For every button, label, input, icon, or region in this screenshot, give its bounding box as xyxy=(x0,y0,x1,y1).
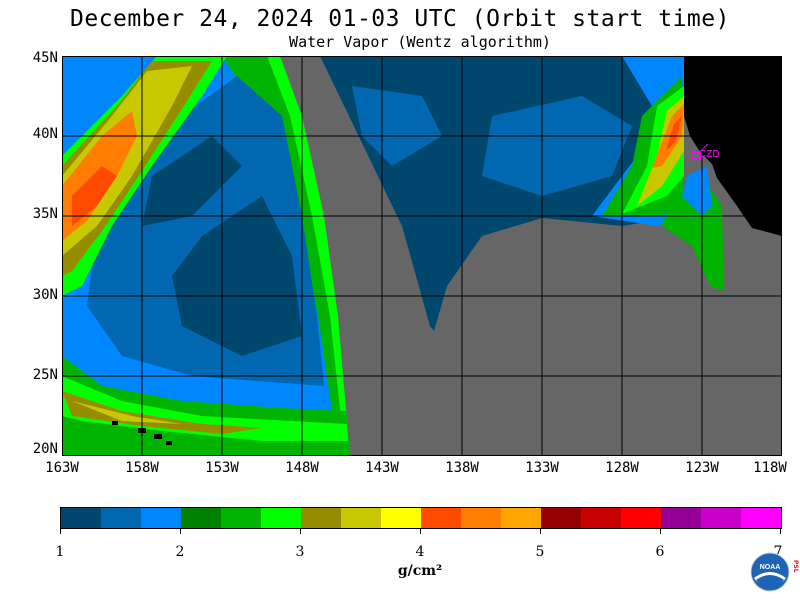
moist-plume-nw xyxy=(62,56,227,296)
lon-label-133w: 133W xyxy=(525,460,559,476)
colorbar-segment xyxy=(501,508,541,528)
lon-label-158w: 158W xyxy=(125,460,159,476)
colorbar-segment xyxy=(661,508,701,528)
colorbar-label-4: 4 xyxy=(415,544,425,560)
eastern-swath xyxy=(320,56,724,331)
colorbar-segment xyxy=(221,508,261,528)
lat-label-25n: 25N xyxy=(32,367,58,383)
colorbar-tick xyxy=(180,528,181,534)
colorbar-segment xyxy=(701,508,741,528)
water-vapor-map: CZD xyxy=(62,56,782,456)
colorbar-segment xyxy=(461,508,501,528)
grid-lines xyxy=(62,56,782,456)
colorbar xyxy=(60,507,782,529)
colorbar-segment xyxy=(261,508,301,528)
colorbar-segment xyxy=(301,508,341,528)
lat-label-35n: 35N xyxy=(32,206,58,222)
station-marker-czd: CZD xyxy=(692,143,720,160)
station-label: CZD xyxy=(699,149,720,160)
colorbar-label-2: 2 xyxy=(175,544,185,560)
colorbar-tick xyxy=(780,528,781,534)
colorbar-segment xyxy=(61,508,101,528)
lat-label-30n: 30N xyxy=(32,287,58,303)
psl-text: PSL xyxy=(792,560,799,573)
lon-label-118w: 118W xyxy=(753,460,787,476)
colorbar-label-6: 6 xyxy=(655,544,665,560)
colorbar-label-7: 7 xyxy=(773,544,783,560)
western-swath xyxy=(62,56,350,456)
lon-label-138w: 138W xyxy=(445,460,479,476)
lon-label-153w: 153W xyxy=(205,460,239,476)
noaa-logo-text: NOAA xyxy=(760,564,781,571)
land-north-america xyxy=(684,56,782,236)
colorbar-label-3: 3 xyxy=(295,544,305,560)
lon-label-143w: 143W xyxy=(365,460,399,476)
map-subtitle: Water Vapor (Wentz algorithm) xyxy=(289,33,551,51)
lat-label-45n: 45N xyxy=(32,50,58,66)
lat-label-20n: 20N xyxy=(32,441,58,457)
lon-label-148w: 148W xyxy=(285,460,319,476)
colorbar-segment xyxy=(141,508,181,528)
colorbar-segment xyxy=(741,508,781,528)
colorbar-segment xyxy=(381,508,421,528)
colorbar-segment xyxy=(181,508,221,528)
lon-label-128w: 128W xyxy=(605,460,639,476)
colorbar-tick xyxy=(660,528,661,534)
colorbar-label-5: 5 xyxy=(535,544,545,560)
lon-label-163w: 163W xyxy=(45,460,79,476)
colorbar-tick xyxy=(420,528,421,534)
colorbar-segment xyxy=(541,508,581,528)
colorbar-segment xyxy=(101,508,141,528)
map-title: December 24, 2024 01-03 UTC (Orbit start… xyxy=(70,6,730,32)
colorbar-segment xyxy=(621,508,661,528)
colorbar-segment xyxy=(581,508,621,528)
lat-label-40n: 40N xyxy=(32,126,58,142)
colorbar-segment xyxy=(341,508,381,528)
colorbar-tick xyxy=(60,528,61,534)
colorbar-tick xyxy=(540,528,541,534)
colorbar-tick xyxy=(300,528,301,534)
colorbar-label-1: 1 xyxy=(55,544,65,560)
lon-label-123w: 123W xyxy=(685,460,719,476)
colorbar-segment xyxy=(421,508,461,528)
noaa-logo: NOAA xyxy=(750,552,790,592)
colorbar-units: g/cm² xyxy=(397,563,443,579)
